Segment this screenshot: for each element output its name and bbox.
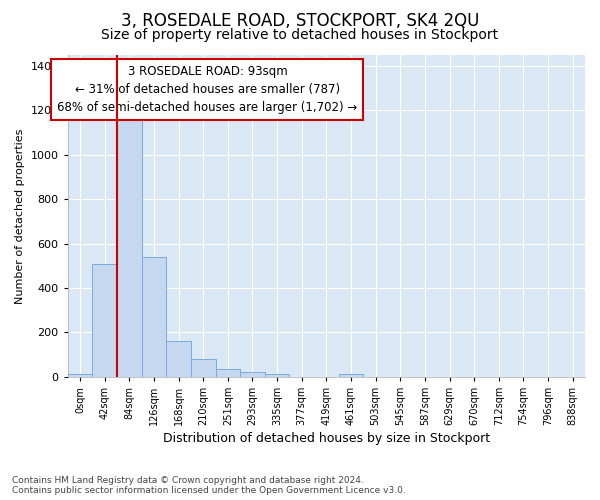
Bar	[265, 374, 289, 376]
Bar	[92, 264, 117, 376]
Bar	[240, 372, 265, 376]
Bar	[166, 341, 191, 376]
Text: Contains HM Land Registry data © Crown copyright and database right 2024.
Contai: Contains HM Land Registry data © Crown c…	[12, 476, 406, 495]
X-axis label: Distribution of detached houses by size in Stockport: Distribution of detached houses by size …	[163, 432, 490, 445]
Bar	[215, 369, 240, 376]
Bar	[191, 359, 215, 376]
Text: Size of property relative to detached houses in Stockport: Size of property relative to detached ho…	[101, 28, 499, 42]
Bar	[68, 374, 92, 376]
Bar	[117, 120, 142, 376]
Bar	[142, 257, 166, 376]
Y-axis label: Number of detached properties: Number of detached properties	[15, 128, 25, 304]
Bar	[338, 374, 364, 376]
Text: 3 ROSEDALE ROAD: 93sqm
← 31% of detached houses are smaller (787)
68% of semi-de: 3 ROSEDALE ROAD: 93sqm ← 31% of detached…	[57, 64, 358, 114]
Text: 3, ROSEDALE ROAD, STOCKPORT, SK4 2QU: 3, ROSEDALE ROAD, STOCKPORT, SK4 2QU	[121, 12, 479, 30]
